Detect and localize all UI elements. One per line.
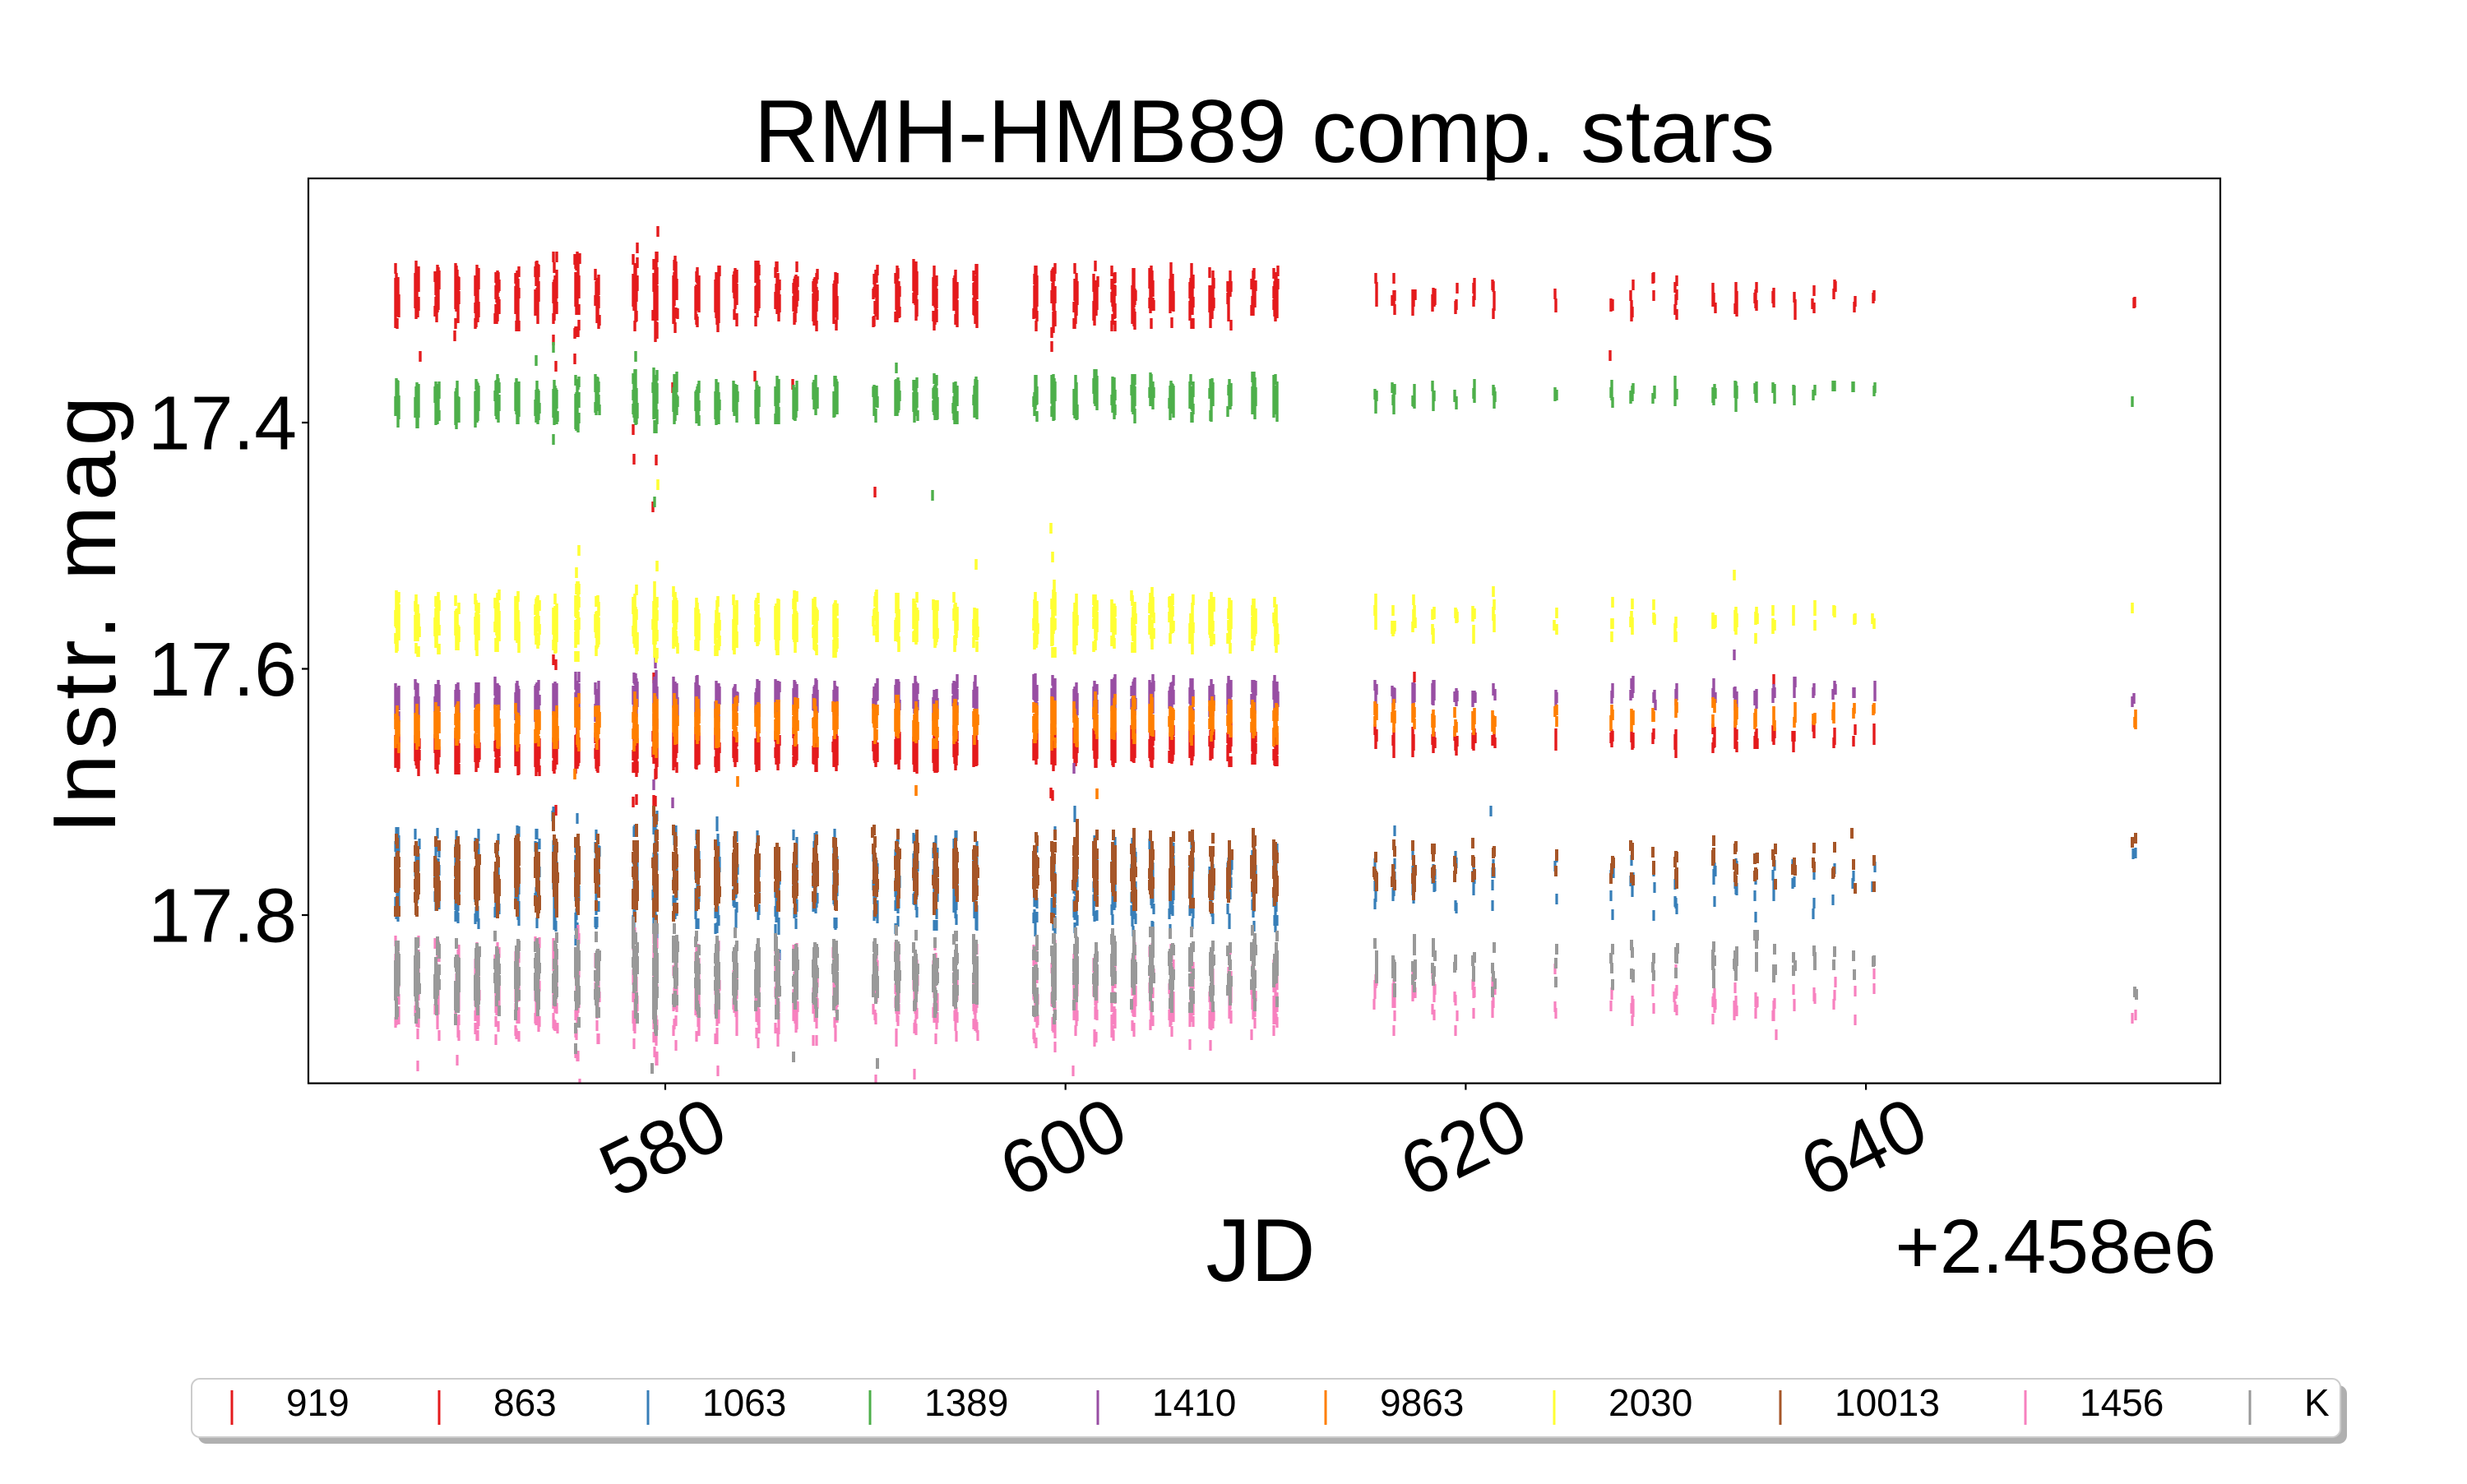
- svg-text:RMH-HMB89 comp. stars: RMH-HMB89 comp. stars: [754, 81, 1775, 182]
- svg-text:Instr. mag: Instr. mag: [35, 391, 135, 834]
- svg-text:17.8: 17.8: [148, 873, 297, 959]
- svg-text:1456: 1456: [2080, 1381, 2164, 1424]
- svg-text:1410: 1410: [1152, 1381, 1236, 1424]
- svg-text:2030: 2030: [1608, 1381, 1692, 1424]
- svg-text:17.6: 17.6: [148, 626, 297, 712]
- svg-text:1063: 1063: [702, 1381, 786, 1424]
- svg-text:919: 919: [286, 1381, 349, 1424]
- svg-text:+2.458e6: +2.458e6: [1895, 1204, 2216, 1289]
- svg-text:9863: 9863: [1380, 1381, 1464, 1424]
- svg-text:1389: 1389: [924, 1381, 1008, 1424]
- svg-text:10013: 10013: [1835, 1381, 1940, 1424]
- svg-text:863: 863: [493, 1381, 557, 1424]
- svg-text:17.4: 17.4: [148, 381, 297, 466]
- svg-text:K: K: [2304, 1381, 2330, 1424]
- svg-text:JD: JD: [1206, 1200, 1315, 1301]
